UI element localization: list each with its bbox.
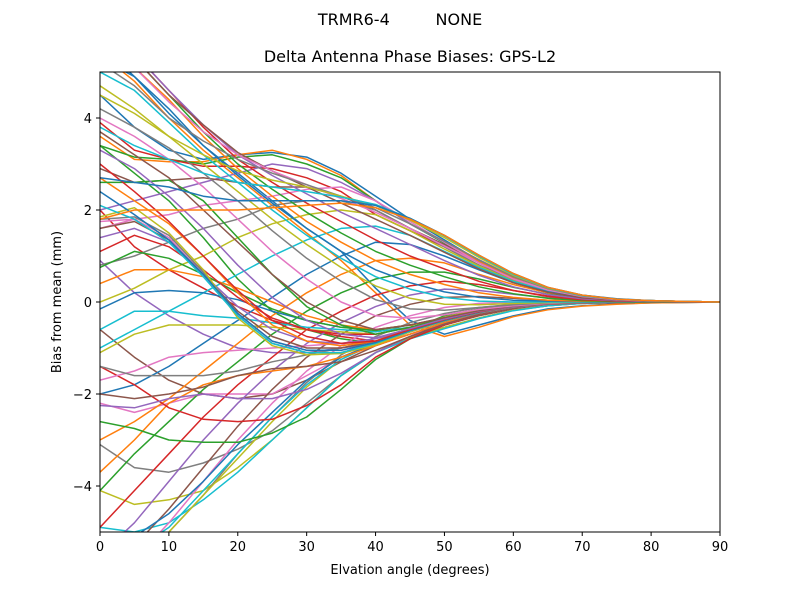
series-line	[100, 190, 720, 352]
y-tick-label: 2	[84, 204, 92, 219]
series-line	[100, 202, 720, 303]
x-tick-label: 80	[643, 540, 660, 555]
series-line	[100, 209, 720, 342]
series-line	[159, 301, 720, 532]
series-line	[100, 234, 720, 335]
y-axis-label: Bias from mean (mm)	[50, 231, 65, 373]
y-tick-label: 0	[84, 296, 92, 311]
series-line	[100, 179, 720, 335]
series-layer	[100, 72, 720, 532]
series-line	[160, 301, 720, 532]
series-line	[100, 200, 720, 303]
y-tick-label: 4	[84, 112, 92, 127]
series-line	[167, 301, 720, 532]
figure-suptitle: TRMR6-4 NONE	[317, 10, 483, 29]
x-tick-label: 30	[298, 540, 315, 555]
series-line	[100, 72, 720, 303]
chart-title: Delta Antenna Phase Biases: GPS-L2	[263, 47, 557, 66]
series-line	[167, 301, 720, 532]
x-tick-label: 10	[161, 540, 178, 555]
x-tick-label: 90	[712, 540, 729, 555]
x-axis: 0 10 20 30 40 50 60 70 80 90	[96, 532, 728, 555]
y-tick-label: −4	[73, 480, 92, 495]
x-tick-label: 20	[230, 540, 247, 555]
x-tick-label: 0	[96, 540, 104, 555]
series-line	[128, 72, 720, 335]
x-tick-label: 70	[574, 540, 591, 555]
x-tick-label: 60	[505, 540, 522, 555]
y-tick-label: −2	[73, 388, 92, 403]
series-line	[100, 206, 720, 356]
series-line	[100, 126, 720, 303]
x-axis-label: Elvation angle (degrees)	[330, 563, 489, 578]
x-tick-label: 40	[367, 540, 384, 555]
series-line	[100, 289, 720, 331]
x-tick-label: 50	[436, 540, 453, 555]
y-axis: −4 −2 0 2 4	[73, 112, 100, 495]
